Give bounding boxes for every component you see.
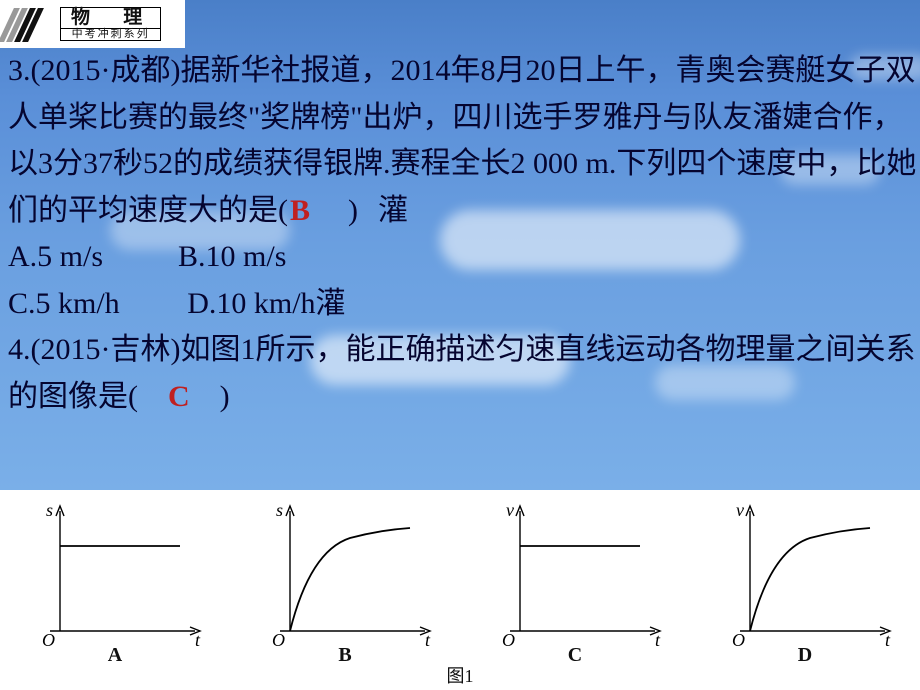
sky-bg: 物 理 中考冲刺系列 3.(2015·成都)据新华社报道，2014年8月20日上… bbox=[0, 0, 920, 490]
content-text: 3.(2015·成都)据新华社报道，2014年8月20日上午，青奥会赛艇女子双人… bbox=[8, 48, 920, 420]
chart-B-ylabel: s bbox=[276, 500, 283, 520]
q4-prefix: 4.(2015·吉林)如图1所示，能正确描述匀速直线运动各物理量之间关系的图像是… bbox=[8, 333, 915, 413]
q3-stem: 3.(2015·成都)据新华社报道，2014年8月20日上午，青奥会赛艇女子双人… bbox=[8, 48, 920, 234]
svg-text:O: O bbox=[42, 630, 55, 646]
brand-header: 物 理 中考冲刺系列 bbox=[0, 0, 185, 48]
chart-B: s t O B bbox=[235, 496, 455, 667]
q3-text: 3.(2015·成都)据新华社报道，2014年8月20日上午，青奥会赛艇女子双人… bbox=[8, 54, 916, 227]
chart-A: s t O A bbox=[5, 496, 225, 667]
svg-text:O: O bbox=[502, 630, 515, 646]
q4-answer: C bbox=[168, 380, 190, 413]
q3-row1: A.5 m/s B.10 m/s bbox=[8, 234, 920, 281]
charts-row: s t O A s t O B bbox=[0, 490, 920, 690]
svg-text:O: O bbox=[732, 630, 745, 646]
chart-D-ylabel: v bbox=[736, 500, 744, 520]
chart-C: v t O C bbox=[465, 496, 685, 667]
q3-optA: A.5 m/s bbox=[8, 240, 103, 273]
series: 中考冲刺系列 bbox=[60, 29, 161, 42]
q3-optD: D.10 km/h灌 bbox=[187, 287, 345, 320]
chart-B-svg: s t O bbox=[250, 496, 440, 646]
stripes-logo bbox=[6, 6, 54, 42]
chart-D: v t O D bbox=[695, 496, 915, 667]
svg-text:O: O bbox=[272, 630, 285, 646]
chart-A-svg: s t O bbox=[20, 496, 210, 646]
q3-answer-overlay: B bbox=[358, 194, 378, 227]
subject: 物 理 bbox=[60, 7, 161, 29]
q4-stem: 4.(2015·吉林)如图1所示，能正确描述匀速直线运动各物理量之间关系的图像是… bbox=[8, 327, 920, 420]
q3-extra: 灌 bbox=[378, 194, 408, 227]
header-text: 物 理 中考冲刺系列 bbox=[60, 7, 161, 41]
q3-optC: C.5 km/h bbox=[8, 287, 120, 320]
chart-A-ylabel: s bbox=[46, 500, 53, 520]
chart-D-svg: v t O bbox=[710, 496, 900, 646]
q3-optB: B.10 m/s bbox=[178, 240, 286, 273]
q4-suffix: ) bbox=[190, 380, 230, 413]
figure-caption: 图1 bbox=[0, 662, 920, 688]
chart-C-svg: v t O bbox=[480, 496, 670, 646]
q3-row2: C.5 km/h D.10 km/h灌 bbox=[8, 281, 920, 328]
slide: 物 理 中考冲刺系列 3.(2015·成都)据新华社报道，2014年8月20日上… bbox=[0, 0, 920, 690]
chart-C-ylabel: v bbox=[506, 500, 514, 520]
